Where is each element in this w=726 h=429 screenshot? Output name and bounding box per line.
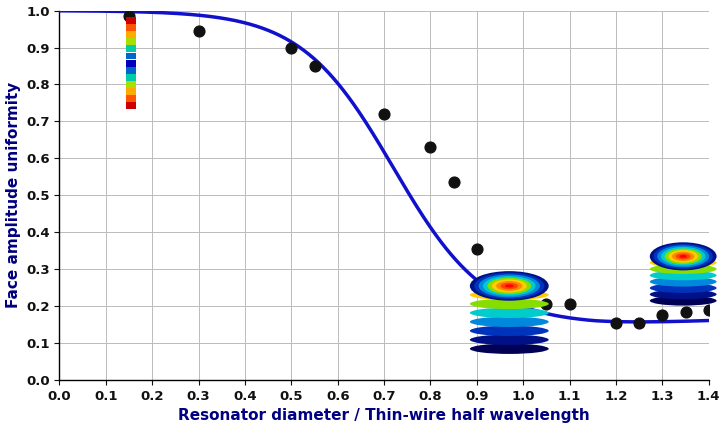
Ellipse shape bbox=[650, 283, 717, 293]
Point bbox=[633, 320, 645, 326]
Ellipse shape bbox=[500, 283, 518, 289]
Ellipse shape bbox=[474, 273, 544, 299]
Point bbox=[448, 179, 460, 186]
Point bbox=[541, 301, 552, 308]
Ellipse shape bbox=[653, 244, 713, 269]
Ellipse shape bbox=[650, 242, 717, 270]
Bar bbox=[126, 17, 136, 24]
Ellipse shape bbox=[470, 308, 549, 318]
Ellipse shape bbox=[492, 279, 527, 293]
Ellipse shape bbox=[470, 299, 549, 309]
Ellipse shape bbox=[650, 296, 717, 305]
Ellipse shape bbox=[680, 255, 687, 258]
Ellipse shape bbox=[470, 326, 549, 336]
Ellipse shape bbox=[470, 335, 549, 345]
Ellipse shape bbox=[505, 284, 514, 287]
Point bbox=[309, 63, 320, 69]
Ellipse shape bbox=[470, 344, 549, 354]
Y-axis label: Face amplitude uniformity: Face amplitude uniformity bbox=[6, 82, 20, 308]
Ellipse shape bbox=[650, 290, 717, 299]
Bar bbox=[126, 74, 136, 81]
Ellipse shape bbox=[470, 290, 549, 300]
Ellipse shape bbox=[672, 252, 694, 261]
Ellipse shape bbox=[478, 275, 540, 297]
Point bbox=[378, 111, 390, 118]
Point bbox=[285, 44, 297, 51]
Bar bbox=[126, 103, 136, 109]
Point bbox=[680, 308, 691, 315]
Ellipse shape bbox=[650, 277, 717, 287]
Point bbox=[656, 312, 668, 319]
Bar bbox=[126, 38, 136, 45]
Bar bbox=[126, 81, 136, 88]
Point bbox=[703, 306, 714, 313]
Ellipse shape bbox=[664, 248, 702, 264]
Bar bbox=[126, 53, 136, 60]
Bar bbox=[126, 67, 136, 74]
Point bbox=[471, 245, 483, 252]
Ellipse shape bbox=[470, 271, 549, 301]
Ellipse shape bbox=[657, 245, 709, 267]
Ellipse shape bbox=[650, 258, 717, 268]
Ellipse shape bbox=[483, 276, 536, 296]
Ellipse shape bbox=[669, 250, 698, 263]
Point bbox=[564, 301, 576, 308]
Ellipse shape bbox=[661, 247, 706, 266]
Ellipse shape bbox=[650, 264, 717, 274]
Ellipse shape bbox=[676, 253, 690, 260]
Bar bbox=[126, 60, 136, 66]
Ellipse shape bbox=[487, 278, 531, 294]
Ellipse shape bbox=[496, 281, 523, 291]
Point bbox=[610, 320, 621, 326]
Point bbox=[123, 13, 135, 20]
Point bbox=[425, 144, 436, 151]
Point bbox=[193, 27, 205, 34]
Ellipse shape bbox=[470, 317, 549, 327]
Ellipse shape bbox=[650, 270, 717, 280]
Bar bbox=[126, 31, 136, 38]
Bar bbox=[126, 24, 136, 31]
Bar bbox=[126, 45, 136, 52]
Bar bbox=[126, 95, 136, 102]
Bar bbox=[126, 88, 136, 95]
X-axis label: Resonator diameter / Thin-wire half wavelength: Resonator diameter / Thin-wire half wave… bbox=[178, 408, 590, 423]
